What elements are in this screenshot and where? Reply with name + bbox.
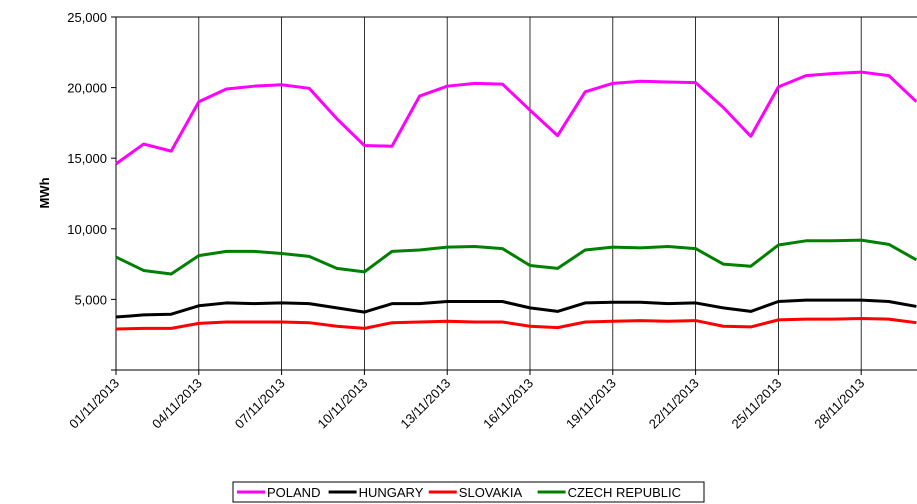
x-tick-label: 28/11/2013: [811, 376, 867, 432]
x-tick-label: 13/11/2013: [397, 376, 453, 432]
legend-label: POLAND: [267, 485, 320, 500]
y-axis-label: MWh: [37, 177, 52, 208]
x-tick-label: 16/11/2013: [480, 376, 536, 432]
y-tick-label: 10,000: [67, 222, 107, 237]
x-tick-label: 10/11/2013: [315, 376, 371, 432]
y-tick-label: 5,000: [74, 292, 107, 307]
series-line: [115, 70, 917, 166]
y-tick-label: 20,000: [67, 81, 107, 96]
x-tick-label: 25/11/2013: [729, 376, 785, 432]
legend-label: CZECH REPUBLIC: [568, 485, 681, 500]
series-line: [115, 238, 917, 276]
x-tick-label: 22/11/2013: [646, 376, 702, 432]
y-tick-label: 25,000: [67, 10, 107, 25]
y-tick-label: 15,000: [67, 151, 107, 166]
series-line: [115, 316, 917, 331]
x-tick-label: 19/11/2013: [563, 376, 619, 432]
legend-box: [232, 481, 705, 503]
legend-label: HUNGARY: [359, 485, 424, 500]
legend-label: SLOVAKIA: [459, 485, 523, 500]
x-tick-label: 04/11/2013: [149, 376, 205, 432]
x-tick-label: 07/11/2013: [232, 376, 288, 432]
series-line: [115, 298, 917, 319]
x-tick-label: 01/11/2013: [66, 376, 122, 432]
